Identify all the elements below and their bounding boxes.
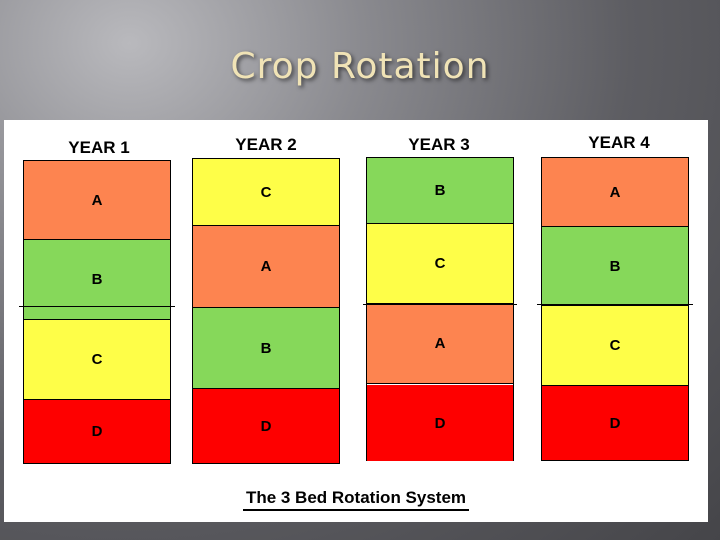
bed-cell: C: [193, 159, 339, 226]
year-label-2: YEAR 2: [235, 135, 297, 154]
caption-text: The 3 Bed Rotation System: [242, 488, 470, 511]
bed-cell: A: [542, 158, 688, 227]
bed-cell: D: [542, 386, 688, 460]
diagram-caption: The 3 Bed Rotation System: [4, 488, 708, 511]
bed-cell: B: [367, 158, 513, 224]
bed-cell: B: [24, 240, 170, 320]
year-label-4: YEAR 4: [588, 133, 650, 152]
bed-divider: [537, 304, 693, 305]
bed-divider: [19, 306, 175, 307]
bed-cell: C: [24, 320, 170, 400]
bed-cell: C: [367, 224, 513, 304]
bed-cell: D: [367, 385, 513, 461]
bed-cell: C: [542, 306, 688, 386]
bed-cell: B: [193, 308, 339, 389]
slide-title: Crop Rotation: [230, 46, 490, 87]
bed-cell: A: [24, 161, 170, 240]
year-label-1: YEAR 1: [68, 138, 130, 157]
year-label-3: YEAR 3: [408, 135, 470, 154]
bed-cell: A: [193, 226, 339, 308]
bed-cell: A: [367, 304, 513, 384]
bed-divider: [363, 304, 517, 305]
bed-cell: D: [24, 400, 170, 463]
bed-cell: B: [542, 227, 688, 306]
bed-cell: D: [193, 389, 339, 463]
